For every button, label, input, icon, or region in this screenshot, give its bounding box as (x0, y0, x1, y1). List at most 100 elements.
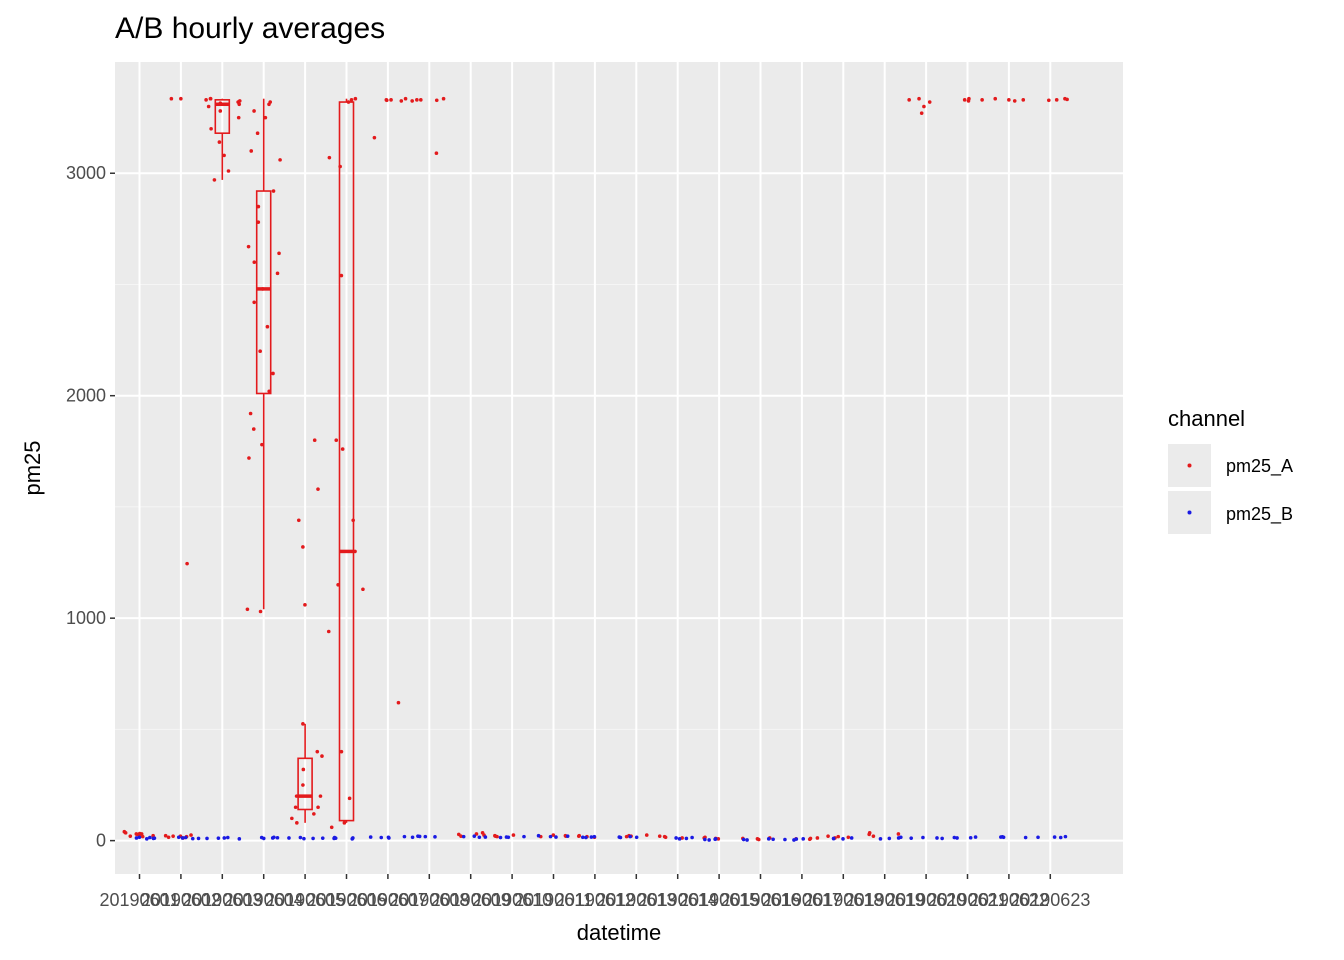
y-tick-label: 3000 (66, 163, 106, 183)
data-point (179, 96, 183, 101)
x-tick-label: 20190621 (927, 890, 1007, 910)
data-point (226, 169, 231, 173)
data-point (634, 835, 639, 840)
data-point (275, 271, 280, 276)
data-point (311, 836, 315, 841)
x-tick-label: 20190607 (348, 890, 428, 910)
data-point (252, 260, 257, 265)
data-point (346, 100, 351, 104)
data-point (196, 836, 201, 841)
data-point (258, 609, 263, 614)
data-point (271, 371, 275, 376)
data-point (477, 835, 482, 840)
data-point (783, 837, 787, 842)
data-point (433, 835, 437, 839)
legend: channel pm25_A pm25_B (1168, 406, 1293, 534)
data-point (134, 832, 139, 836)
data-point (419, 98, 423, 102)
data-point (1047, 98, 1051, 103)
data-point (340, 447, 345, 451)
data-point (973, 835, 978, 839)
data-point (260, 442, 264, 447)
x-tick-label: 20190614 (638, 890, 718, 910)
data-point (921, 835, 925, 840)
data-point (236, 115, 241, 120)
x-tick-label: 20190603 (182, 890, 262, 910)
data-point (935, 836, 939, 840)
data-point (410, 835, 415, 840)
data-point (218, 101, 223, 105)
data-point (278, 158, 282, 162)
data-point (301, 783, 305, 787)
data-point (180, 836, 185, 840)
data-point (294, 794, 299, 798)
data-point (592, 834, 597, 839)
data-point (472, 834, 477, 838)
data-point (320, 836, 325, 840)
data-point (815, 836, 820, 840)
data-point (225, 835, 230, 840)
x-tick-label: 20190604 (224, 890, 304, 910)
data-point (204, 98, 208, 102)
data-point (403, 96, 408, 101)
x-tick-label: 20190616 (720, 890, 800, 910)
data-point (260, 287, 265, 291)
data-point (474, 832, 479, 836)
data-point (1063, 834, 1068, 839)
data-point (966, 99, 971, 103)
data-point (919, 111, 924, 115)
data-point (301, 767, 306, 772)
data-point (351, 836, 355, 840)
x-tick-label: 20190617 (762, 890, 842, 910)
data-point (909, 836, 914, 840)
data-point (771, 837, 775, 842)
x-tick-label: 20190618 (803, 890, 883, 910)
data-point (171, 834, 175, 838)
data-point (339, 273, 344, 278)
data-point (206, 104, 211, 109)
data-point (303, 603, 307, 607)
data-point (209, 126, 213, 131)
data-point (922, 104, 926, 109)
data-point (183, 835, 188, 840)
data-point (663, 835, 668, 840)
data-point (145, 837, 149, 841)
data-point (1065, 97, 1069, 102)
data-point (320, 754, 324, 758)
data-point (461, 834, 466, 839)
y-tick-label: 0 (96, 831, 106, 851)
data-point (577, 833, 582, 838)
x-tick-label: 20190609 (431, 890, 511, 910)
data-point (252, 300, 256, 305)
x-tick-label: 20190619 (845, 890, 925, 910)
data-point (216, 836, 221, 840)
data-point (217, 140, 222, 144)
legend-swatch-b (1187, 510, 1192, 515)
data-point (801, 837, 806, 841)
data-point (1000, 835, 1005, 839)
data-point (247, 456, 251, 460)
data-point (441, 96, 446, 101)
data-point (237, 837, 242, 841)
data-point (917, 96, 921, 101)
data-point (312, 438, 317, 442)
data-point (511, 833, 516, 837)
data-point (1023, 835, 1028, 840)
data-point (1058, 835, 1063, 840)
data-point (342, 821, 347, 825)
data-point (907, 98, 911, 102)
data-point (417, 834, 422, 839)
data-point (741, 837, 746, 842)
data-point (361, 587, 365, 592)
data-point (841, 837, 845, 841)
x-tick-label: 20190615 (679, 890, 759, 910)
data-point (316, 487, 320, 491)
data-point (336, 582, 340, 587)
chart-title: A/B hourly averages (115, 12, 385, 45)
data-point (327, 155, 332, 160)
data-point (690, 835, 694, 840)
data-point (259, 835, 264, 840)
data-point (301, 722, 305, 726)
box-body (297, 757, 313, 811)
data-point (766, 837, 771, 841)
